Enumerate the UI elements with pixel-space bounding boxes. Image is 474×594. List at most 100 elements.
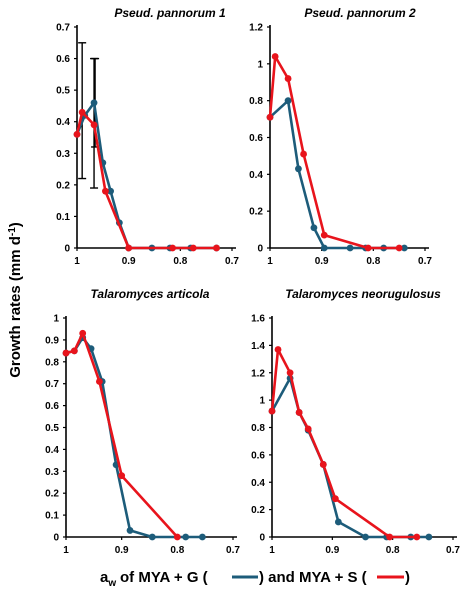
y-tick-label: 0.2: [56, 180, 70, 191]
y-tick-label: 0: [257, 244, 263, 255]
data-point-mya-s: [118, 472, 126, 480]
y-tick-label: 0.6: [45, 401, 59, 412]
data-point-mya-g: [182, 533, 190, 541]
data-point-mya-s: [284, 75, 292, 82]
y-tick-label: 0.1: [56, 212, 70, 223]
x-tick-label: 0.8: [170, 545, 184, 556]
data-point-mya-s: [96, 378, 103, 385]
data-point-mya-s: [304, 425, 312, 433]
y-tick-label: 0.6: [249, 133, 263, 144]
data-point-mya-g: [362, 533, 369, 541]
data-point-mya-s: [364, 244, 372, 252]
chart-panel-4: Talaromyces neorugulosus 0 0.2 0.4 0.6 0.8 1 1.…: [251, 287, 460, 556]
y-tick-label: 1: [259, 396, 265, 407]
y-tick-label: 0.3: [45, 467, 59, 478]
y-tick-label: 1: [257, 59, 263, 70]
data-point-mya-g: [126, 527, 134, 534]
data-point-mya-s: [395, 244, 403, 252]
series-line-mya-s: [268, 55, 400, 250]
y-tick-label: 0: [64, 244, 70, 255]
data-point-mya-s: [78, 108, 86, 116]
panel-title: Pseud. pannorum 1: [114, 6, 226, 20]
data-point-mya-s: [386, 533, 394, 541]
data-point-mya-g: [295, 165, 302, 173]
y-tick-label: 0.4: [56, 117, 70, 128]
panel-title: Talaromyces neorugulosus: [285, 287, 441, 301]
y-tick-label: 0.4: [249, 170, 263, 181]
data-point-mya-s: [125, 244, 133, 252]
y-tick-label: 1.2: [249, 23, 263, 34]
y-axis-label-sup: -1: [7, 227, 18, 236]
x-tick-label: 0.7: [418, 256, 432, 267]
y-axis-label: Growth rates (mm d-1): [7, 222, 24, 378]
y-tick-label: 1.2: [251, 368, 265, 379]
data-point-mya-s: [189, 244, 197, 252]
data-point-mya-s: [70, 347, 78, 355]
data-point-mya-g: [90, 99, 98, 107]
series-line-mya-g: [65, 336, 203, 539]
data-point-mya-s: [266, 113, 274, 121]
x-tick-label: 0.9: [122, 256, 136, 267]
chart-panel-3: Talaromyces articola 0 0.1 0.2 0.3 0.4 0.5 0.6 0…: [45, 287, 240, 556]
data-point-mya-g: [148, 533, 156, 541]
chart-panel-1: Pseud. pannorum 1 0 0.1 0.2 0.3 0.4 0.5 0.6 0.7 1…: [56, 6, 239, 267]
y-tick-label: 0.1: [45, 511, 59, 522]
x-tick-label: 0.8: [386, 545, 400, 556]
x-tick-label: 0.7: [446, 545, 460, 556]
data-point-mya-s: [319, 461, 327, 468]
y-tick-label: 0.4: [251, 478, 265, 489]
x-tick-label: 1: [63, 545, 69, 556]
data-point-mya-g: [284, 97, 292, 105]
panel-title: Talaromyces articola: [91, 287, 210, 301]
data-point-mya-s: [213, 244, 220, 252]
data-point-mya-g: [334, 518, 342, 526]
data-point-mya-s: [331, 495, 339, 503]
x-tick-label: 0.8: [173, 256, 187, 267]
y-tick-label: 0: [53, 533, 59, 544]
y-tick-label: 0.2: [251, 505, 265, 516]
series-line-mya-s: [65, 331, 179, 538]
y-tick-label: 0: [259, 533, 265, 544]
data-point-mya-s: [90, 121, 98, 129]
data-point-mya-s: [295, 409, 303, 416]
y-tick-label: 0.7: [56, 23, 70, 34]
chart-panel-2: Pseud. pannorum 2 0 0.2 0.4 0.6 0.8 1 1.2 1 0.9 0.…: [249, 6, 432, 267]
x-tick-label: 0.8: [366, 256, 380, 267]
x-axis-label-aw: aw: [100, 569, 116, 589]
series-line-mya-s: [270, 348, 417, 539]
data-point-mya-g: [310, 224, 318, 232]
panel-title: Pseud. pannorum 2: [304, 6, 416, 20]
y-tick-label: 0.5: [45, 423, 59, 434]
x-axis-label-part2: ) and MYA + S (: [259, 569, 367, 586]
y-axis-label-main: Growth rates (mm d: [7, 236, 24, 378]
y-tick-label: 0.3: [56, 149, 70, 160]
y-tick-label: 0.8: [249, 96, 263, 107]
data-point-mya-s: [73, 130, 81, 138]
y-tick-label: 1.4: [251, 341, 265, 352]
y-tick-label: 0.6: [251, 450, 265, 461]
data-point-mya-g: [107, 187, 114, 195]
data-point-mya-g: [346, 244, 354, 252]
data-point-mya-s: [271, 53, 279, 60]
data-point-mya-s: [320, 231, 328, 239]
y-tick-label: 0.4: [45, 445, 59, 456]
x-tick-label: 0.7: [226, 545, 240, 556]
data-point-mya-s: [286, 369, 294, 377]
y-tick-label: 0.2: [45, 489, 59, 500]
series-line-mya-g: [75, 101, 217, 250]
data-point-mya-s: [413, 533, 421, 541]
x-tick-label: 0.7: [225, 256, 239, 267]
data-point-mya-g: [320, 244, 328, 252]
y-tick-label: 1.6: [251, 314, 265, 325]
y-tick-label: 0.5: [56, 86, 70, 97]
x-axis-label: aw of MYA + G ( ) and MYA + S ( ): [100, 569, 410, 589]
x-tick-label: 1: [269, 545, 275, 556]
y-tick-label: 0.8: [45, 357, 59, 368]
y-tick-label: 1: [53, 314, 59, 325]
x-tick-label: 1: [267, 256, 273, 267]
data-point-mya-s: [268, 407, 276, 415]
x-tick-label: 1: [74, 256, 80, 267]
y-tick-label: 0.6: [56, 54, 70, 65]
y-tick-label: 0.2: [249, 207, 263, 218]
